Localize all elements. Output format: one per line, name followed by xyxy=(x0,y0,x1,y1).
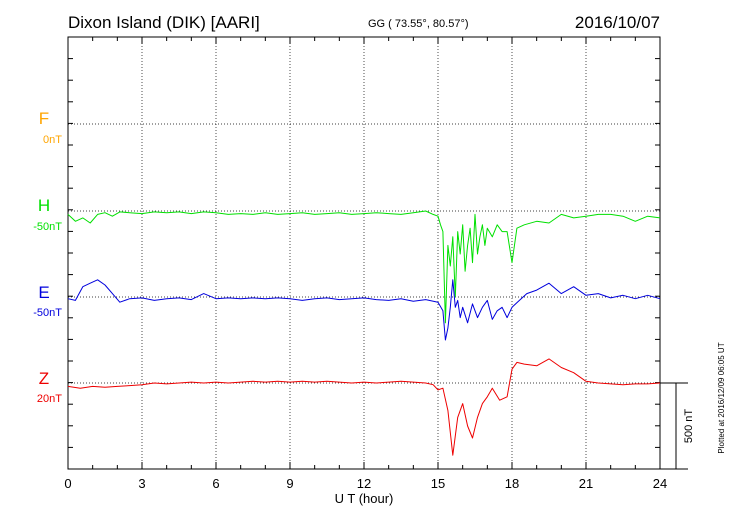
x-tick-label: 24 xyxy=(653,476,667,491)
series-offset-label: 0nT xyxy=(43,134,62,146)
x-tick-label: 3 xyxy=(138,476,145,491)
series-lines xyxy=(67,210,661,456)
x-tick-label: 15 xyxy=(431,476,445,491)
x-tick-label: 21 xyxy=(579,476,593,491)
scale-bar-label: 500 nT xyxy=(683,409,695,444)
series-name-label: F xyxy=(39,109,49,128)
plotted-timestamp: Plotted at 2016/12/09 06:05 UT xyxy=(717,342,726,453)
x-axis-label: U T (hour) xyxy=(335,491,394,506)
x-tick-label: 9 xyxy=(286,476,293,491)
series-line-Z xyxy=(67,358,661,456)
x-tick-label: 6 xyxy=(212,476,219,491)
series-offset-label: 20nT xyxy=(37,393,62,405)
scale-bar: 500 nT xyxy=(660,382,695,470)
series-offset-label: -50nT xyxy=(33,221,62,233)
series-line-E xyxy=(67,279,661,341)
series-name-label: H xyxy=(38,196,50,215)
x-tick-label: 0 xyxy=(64,476,71,491)
series-name-label: Z xyxy=(39,369,49,388)
station-coordinates: GG ( 73.55°, 80.57°) xyxy=(368,18,469,30)
station-title: Dixon Island (DIK) [AARI] xyxy=(68,13,260,32)
series-line-H xyxy=(67,210,661,324)
plot-date: 2016/10/07 xyxy=(575,13,660,32)
series-labels: F 0nT H -50nT E -50nT Z 20nT xyxy=(33,109,62,405)
x-tick-label: 18 xyxy=(505,476,519,491)
x-tick-labels: 0 3 6 9 12 15 18 21 24 xyxy=(64,476,667,491)
grid xyxy=(68,37,660,469)
x-tick-label: 12 xyxy=(357,476,371,491)
series-name-label: E xyxy=(38,283,49,302)
series-offset-label: -50nT xyxy=(33,307,62,319)
axis-ticks xyxy=(67,36,661,469)
